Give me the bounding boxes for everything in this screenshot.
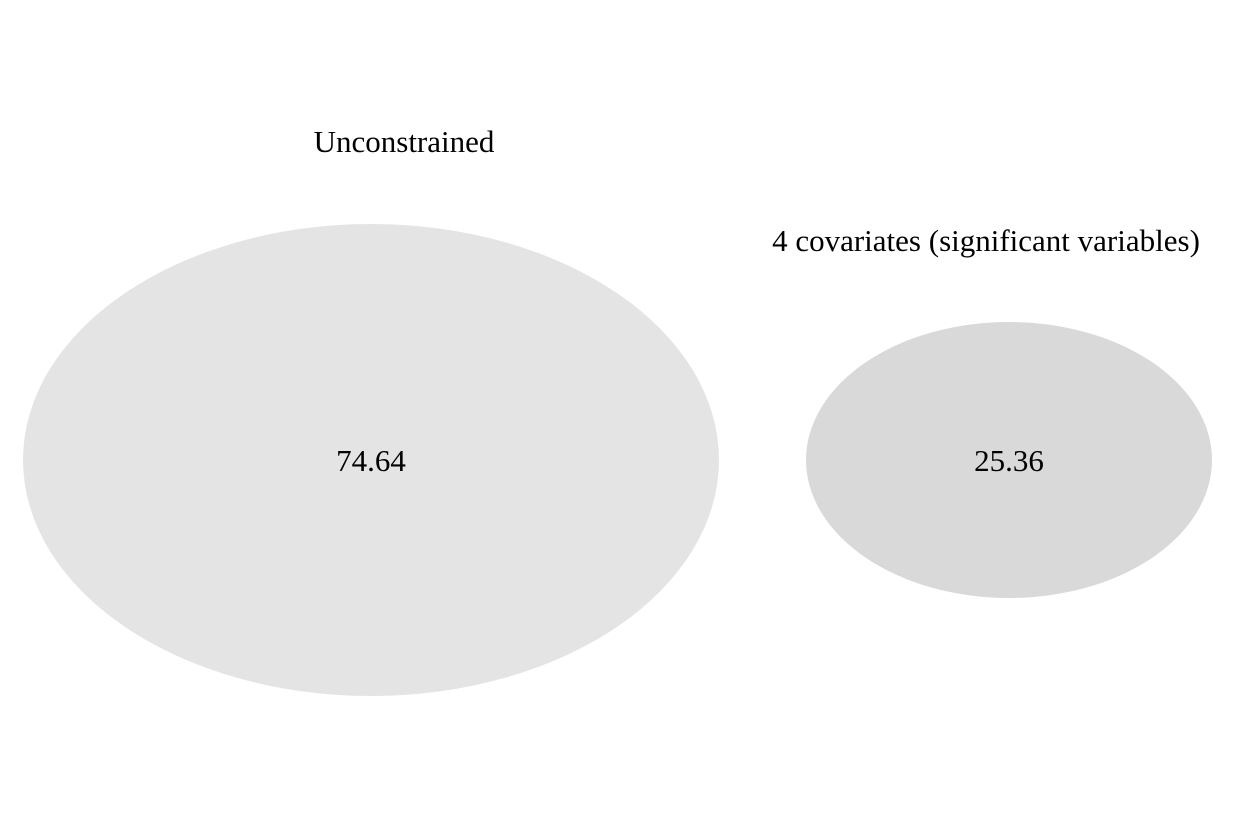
set-unconstrained-value: 74.64	[336, 443, 406, 478]
set-4-covariates-value: 25.36	[974, 443, 1044, 478]
set-unconstrained: Unconstrained 74.64	[23, 124, 719, 696]
set-unconstrained-ellipse	[23, 224, 719, 696]
set-unconstrained-title: Unconstrained	[314, 124, 495, 159]
set-4-covariates: 4 covariates (significant variables) 25.…	[772, 223, 1212, 598]
set-4-covariates-title: 4 covariates (significant variables)	[772, 223, 1200, 258]
set-4-covariates-ellipse	[806, 322, 1212, 598]
